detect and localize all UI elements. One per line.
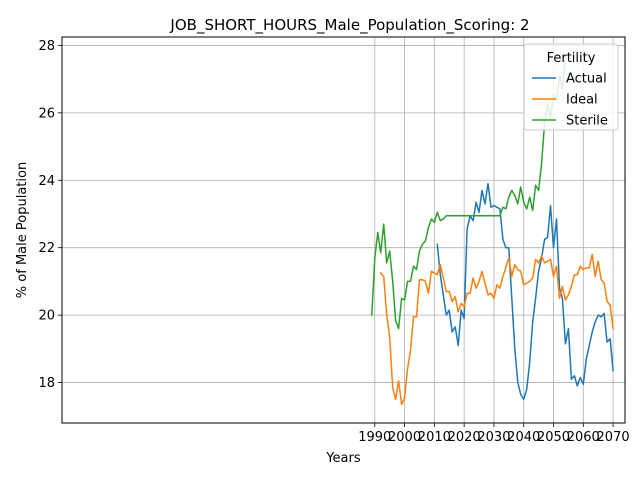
- x-tick-label: 2060: [567, 430, 600, 445]
- x-tick-label: 2030: [477, 430, 510, 445]
- y-tick-label: 22: [38, 241, 55, 256]
- x-axis-title: Years: [325, 451, 361, 466]
- y-tick-label: 24: [38, 174, 55, 189]
- y-tick-label: 28: [38, 39, 55, 54]
- x-tick-label: 1990: [358, 430, 391, 445]
- x-tick-label: 2070: [597, 430, 630, 445]
- y-tick-label: 26: [38, 106, 55, 121]
- legend: Fertility Actual Ideal Sterile: [524, 44, 618, 130]
- y-tick-label: 20: [38, 309, 55, 324]
- x-tick-label: 2000: [388, 430, 421, 445]
- x-tick-label: 2050: [537, 430, 570, 445]
- y-axis-title: % of Male Population: [15, 162, 30, 298]
- legend-label-actual: Actual: [566, 72, 607, 87]
- x-tick-label: 2020: [448, 430, 481, 445]
- y-tick-label: 18: [38, 376, 55, 391]
- legend-title: Fertility: [547, 51, 596, 66]
- legend-label-sterile: Sterile: [566, 114, 608, 129]
- x-tick-label: 2040: [507, 430, 540, 445]
- x-tick-label: 2010: [418, 430, 451, 445]
- legend-label-ideal: Ideal: [566, 93, 598, 108]
- chart-title: JOB_SHORT_HOURS_Male_Population_Scoring:…: [169, 16, 529, 35]
